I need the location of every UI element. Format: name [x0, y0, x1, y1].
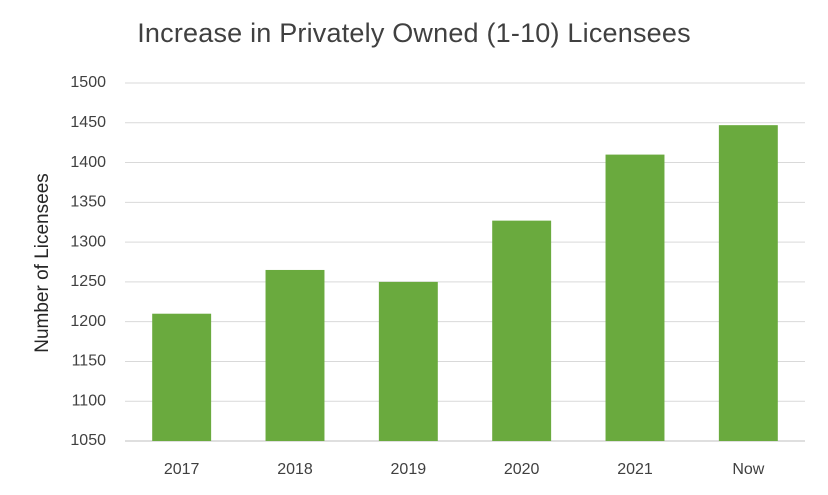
y-tick-label: 1450 [70, 114, 106, 131]
bar-2020 [492, 220, 552, 441]
x-tick-label: 2021 [617, 461, 653, 478]
bar-now [718, 125, 778, 442]
x-tick-label: 2019 [391, 461, 427, 478]
y-tick-label: 1350 [70, 194, 106, 211]
bar-2017 [152, 313, 212, 441]
y-tick-label: 1500 [70, 74, 106, 91]
x-tick-label: 2018 [277, 461, 313, 478]
y-tick-label: 1300 [70, 233, 106, 250]
bar-2021 [605, 154, 665, 441]
y-tick-label: 1400 [70, 154, 106, 171]
y-tick-labels: 1050 1100 1150 1200 1250 1300 1350 1400 1450 1500 [70, 74, 106, 449]
y-tick-label: 1250 [70, 273, 106, 290]
y-tick-label: 1100 [72, 392, 107, 409]
grid-lines [125, 82, 805, 442]
x-tick-label: 2017 [164, 461, 200, 478]
x-tick-label: 2020 [504, 461, 540, 478]
y-tick-label: 1050 [70, 432, 106, 449]
bars [152, 125, 778, 442]
bar-2019 [378, 281, 438, 441]
bar-2018 [265, 269, 325, 441]
y-tick-label: 1150 [72, 353, 107, 370]
x-tick-labels: 2017 2018 2019 2020 2021 Now [164, 461, 765, 478]
y-tick-label: 1200 [70, 313, 106, 330]
chart-title: Increase in Privately Owned (1-10) Licen… [137, 18, 691, 48]
x-tick-label: Now [732, 461, 764, 478]
